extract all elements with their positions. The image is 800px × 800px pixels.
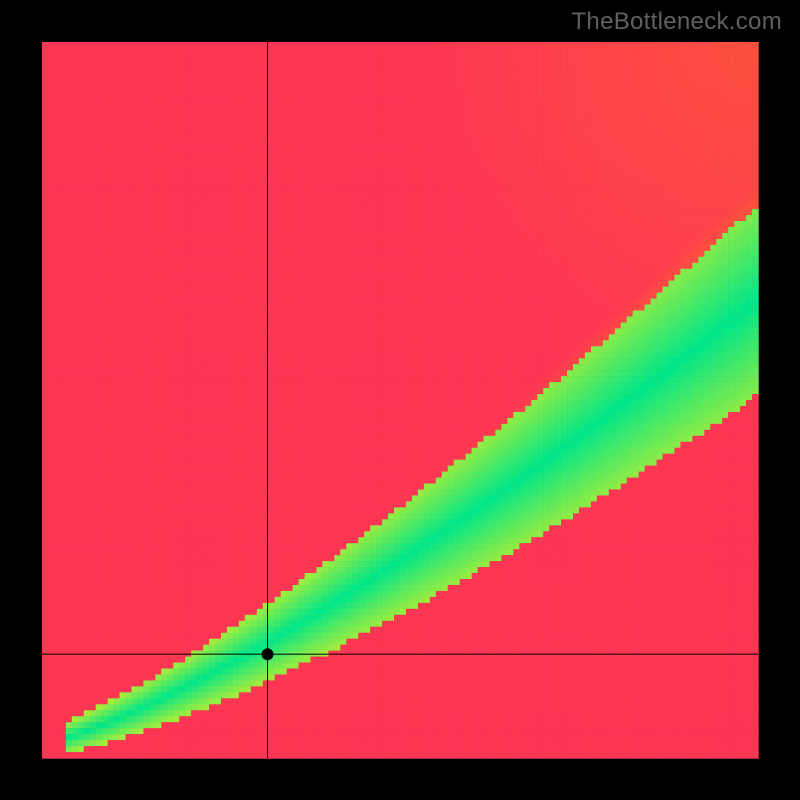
chart-container: TheBottleneck.com bbox=[0, 0, 800, 800]
heatmap-canvas bbox=[0, 0, 800, 800]
watermark-text: TheBottleneck.com bbox=[571, 8, 782, 36]
